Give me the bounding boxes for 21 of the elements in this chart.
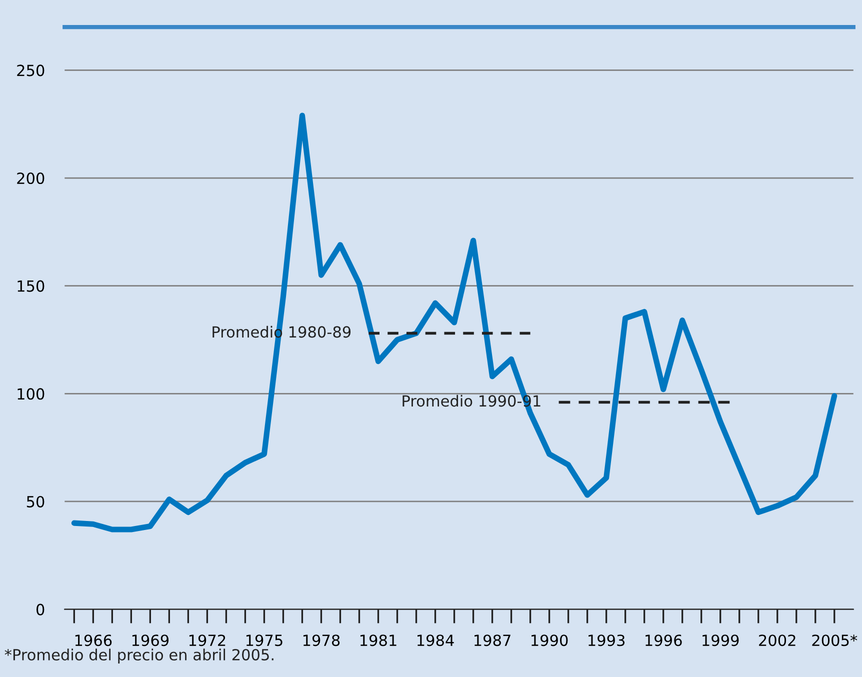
x-tick-label: 1999 <box>702 634 739 646</box>
x-tick-label: 2005* <box>812 634 858 646</box>
x-tick-label: 1975 <box>246 634 282 646</box>
x-tick-label: 1990 <box>532 634 568 646</box>
x-tick-label: 2002 <box>759 634 796 646</box>
y-tick-label: 200 <box>17 172 44 184</box>
x-tick-label: 1987 <box>474 634 510 646</box>
x-tick-label: 1969 <box>132 634 169 646</box>
x-tick-label: 1996 <box>646 634 682 646</box>
y-tick-label: 250 <box>17 64 44 76</box>
x-tick-label: 1981 <box>360 634 396 646</box>
x-tick-label: 1993 <box>588 634 625 646</box>
y-tick-label: 150 <box>18 280 44 292</box>
text: *Promedio del precio en abril 2005. <box>4 648 274 664</box>
y-tick-label: 100 <box>18 388 44 400</box>
x-tick-label: 1978 <box>303 634 340 646</box>
x-tick-label: 1966 <box>75 634 112 646</box>
y-tick-label: 0 <box>36 604 44 616</box>
x-tick-label: 1972 <box>189 634 226 646</box>
y-tick-label: 50 <box>26 496 44 508</box>
x-tick-label: 1984 <box>417 634 454 646</box>
